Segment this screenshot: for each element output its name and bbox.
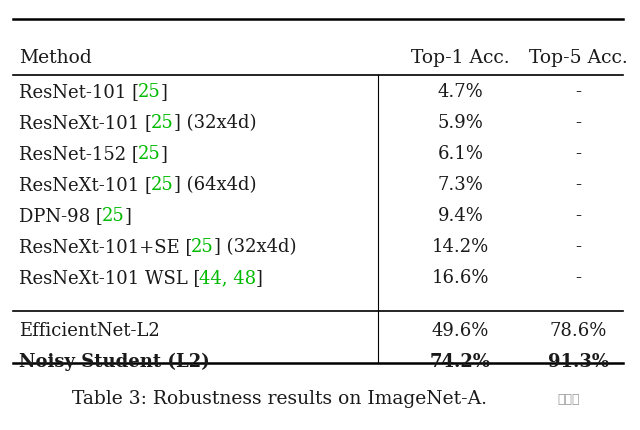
Text: -: - xyxy=(575,176,581,194)
Text: ResNeXt-101 WSL [: ResNeXt-101 WSL [ xyxy=(19,269,200,287)
Text: -: - xyxy=(575,269,581,287)
Text: 78.6%: 78.6% xyxy=(549,322,607,340)
Text: ResNeXt-101 [: ResNeXt-101 [ xyxy=(19,114,152,132)
Text: ]: ] xyxy=(256,269,262,287)
Text: ] (32x4d): ] (32x4d) xyxy=(173,114,256,132)
Text: Noisy Student (L2): Noisy Student (L2) xyxy=(19,353,210,371)
Text: -: - xyxy=(575,238,581,256)
Text: -: - xyxy=(575,114,581,132)
Text: EfficientNet-L2: EfficientNet-L2 xyxy=(19,322,160,340)
Text: 量子位: 量子位 xyxy=(557,393,580,405)
Text: 4.7%: 4.7% xyxy=(438,83,483,101)
Text: ResNet-101 [: ResNet-101 [ xyxy=(19,83,139,101)
Text: 14.2%: 14.2% xyxy=(432,238,489,256)
Text: 74.2%: 74.2% xyxy=(430,353,491,371)
Text: 25: 25 xyxy=(191,238,214,256)
Text: 25: 25 xyxy=(138,83,161,101)
Text: -: - xyxy=(575,145,581,163)
Text: 25: 25 xyxy=(151,176,173,194)
Text: 49.6%: 49.6% xyxy=(432,322,489,340)
Text: Method: Method xyxy=(19,49,92,67)
Text: -: - xyxy=(575,207,581,225)
Text: ]: ] xyxy=(125,207,132,225)
Text: ]: ] xyxy=(161,145,168,163)
Text: -: - xyxy=(575,83,581,101)
Text: ]: ] xyxy=(161,83,168,101)
Text: 44, 48: 44, 48 xyxy=(199,269,256,287)
Text: ResNeXt-101+SE [: ResNeXt-101+SE [ xyxy=(19,238,193,256)
Text: 5.9%: 5.9% xyxy=(438,114,483,132)
Text: Top-1 Acc.: Top-1 Acc. xyxy=(412,49,510,67)
Text: 6.1%: 6.1% xyxy=(438,145,484,163)
Text: ] (64x4d): ] (64x4d) xyxy=(173,176,256,194)
Text: ] (32x4d): ] (32x4d) xyxy=(214,238,296,256)
Text: DPN-98 [: DPN-98 [ xyxy=(19,207,103,225)
Text: 9.4%: 9.4% xyxy=(438,207,483,225)
Text: 25: 25 xyxy=(102,207,125,225)
Text: 16.6%: 16.6% xyxy=(432,269,490,287)
Text: 25: 25 xyxy=(138,145,161,163)
Text: Top-5 Acc.: Top-5 Acc. xyxy=(529,49,627,67)
Text: 25: 25 xyxy=(151,114,173,132)
Text: 7.3%: 7.3% xyxy=(438,176,483,194)
Text: 91.3%: 91.3% xyxy=(548,353,609,371)
Text: ResNet-152 [: ResNet-152 [ xyxy=(19,145,139,163)
Text: Table 3: Robustness results on ImageNet-A.: Table 3: Robustness results on ImageNet-… xyxy=(72,390,487,408)
Text: ResNeXt-101 [: ResNeXt-101 [ xyxy=(19,176,152,194)
